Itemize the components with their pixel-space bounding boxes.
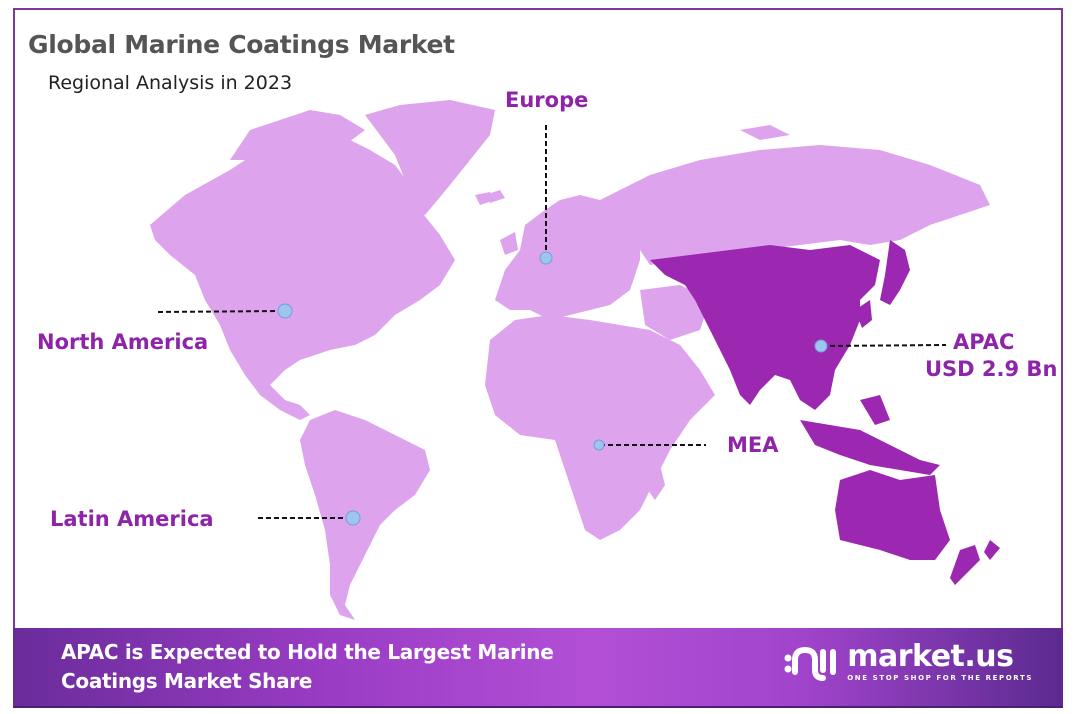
footer-banner: APAC is Expected to Hold the Largest Mar… bbox=[13, 628, 1063, 708]
region-latin-america bbox=[300, 410, 430, 620]
banner-headline: APAC is Expected to Hold the Largest Mar… bbox=[61, 638, 554, 696]
marker-europe bbox=[539, 251, 553, 265]
banner-line-1: APAC is Expected to Hold the Largest Mar… bbox=[61, 640, 554, 664]
world-map bbox=[150, 100, 1000, 620]
marker-north-america bbox=[277, 303, 293, 319]
marker-apac bbox=[814, 339, 828, 353]
label-apac: APAC bbox=[953, 330, 1015, 354]
label-north-america: North America bbox=[37, 330, 209, 354]
markers bbox=[277, 251, 828, 526]
marker-mea bbox=[593, 439, 605, 451]
marker-latin-america bbox=[345, 510, 361, 526]
logo-tagline: ONE STOP SHOP FOR THE REPORTS bbox=[847, 674, 1033, 682]
logo-name: market.us bbox=[847, 639, 1014, 674]
connector-north-america bbox=[157, 310, 283, 313]
region-mea bbox=[485, 285, 715, 540]
page-title: Global Marine Coatings Market bbox=[28, 30, 455, 59]
frame-border bbox=[13, 8, 1063, 708]
region-apac bbox=[650, 240, 1000, 585]
page-subtitle: Regional Analysis in 2023 bbox=[48, 72, 293, 94]
market-us-logo: market.us ONE STOP SHOP FOR THE REPORTS bbox=[783, 642, 1033, 682]
region-north-america bbox=[150, 110, 455, 420]
connector-apac bbox=[821, 344, 947, 347]
banner-line-2: Coatings Market Share bbox=[61, 669, 313, 693]
label-apac-value: USD 2.9 Bn bbox=[925, 357, 1058, 381]
label-mea: MEA bbox=[727, 433, 779, 457]
connector-lines bbox=[157, 125, 947, 519]
label-latin-america: Latin America bbox=[50, 507, 214, 531]
logo-mark-icon bbox=[784, 646, 837, 681]
region-russia bbox=[600, 125, 990, 265]
region-europe bbox=[485, 190, 640, 320]
label-europe: Europe bbox=[505, 88, 589, 112]
